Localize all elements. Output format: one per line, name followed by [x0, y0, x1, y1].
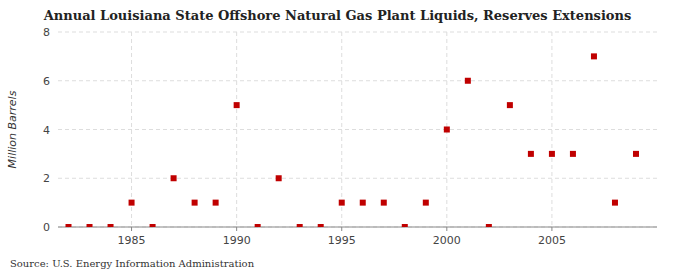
point [255, 224, 261, 227]
x-tick [131, 227, 132, 231]
y-tick-label: 0 [43, 221, 50, 234]
point [213, 200, 219, 206]
y-tick-label: 6 [43, 75, 50, 88]
x-tick [341, 227, 342, 231]
grid-line-y [58, 227, 657, 228]
point [507, 102, 513, 108]
point [276, 175, 282, 181]
x-tick [236, 227, 237, 231]
point [360, 200, 366, 206]
point [129, 200, 135, 206]
x-tick-label: 1985 [118, 234, 146, 247]
grid-line-x [551, 32, 552, 227]
point [318, 224, 324, 227]
point [486, 224, 492, 227]
title: Annual Louisiana State Offshore Natural … [43, 8, 632, 23]
x-tick-label: 1995 [328, 234, 356, 247]
point [633, 151, 639, 157]
y-tick-label: 4 [43, 124, 50, 137]
x-tick-label: 2005 [538, 234, 566, 247]
point [87, 224, 93, 227]
point [591, 53, 597, 59]
point [444, 127, 450, 133]
x-tick [446, 227, 447, 231]
point [150, 224, 156, 227]
point [192, 200, 198, 206]
grid-line-y [58, 129, 657, 130]
point [234, 102, 240, 108]
point [108, 224, 114, 227]
point [528, 151, 534, 157]
chart: 0 2 4 6 8 1985 1990 1995 2000 2005 Annual Louisian… [0, 0, 675, 275]
points [66, 53, 639, 227]
grid-line-x [341, 32, 342, 227]
x-axis-line [58, 227, 657, 228]
point [171, 175, 177, 181]
point [570, 151, 576, 157]
point [423, 200, 429, 206]
point [381, 200, 387, 206]
point [339, 200, 345, 206]
y-axis-label: Million Barrels [6, 90, 19, 168]
x-tick-label: 1990 [223, 234, 251, 247]
y-tick-label: 2 [43, 172, 50, 185]
grid [58, 32, 657, 227]
point [402, 224, 408, 227]
point [612, 200, 618, 206]
point [549, 151, 555, 157]
point [66, 224, 72, 227]
x-tick [551, 227, 552, 231]
grid-line-x [236, 32, 237, 227]
grid-line-y [58, 80, 657, 81]
grid-line-y [58, 32, 657, 33]
grid-line-x [131, 32, 132, 227]
grid-line-y [58, 178, 657, 179]
y-tick-label: 8 [43, 26, 50, 39]
point [297, 224, 303, 227]
point [465, 78, 471, 84]
x-tick-label: 2000 [433, 234, 461, 247]
source-note: Source: U.S. Energy Information Administ… [10, 258, 255, 269]
